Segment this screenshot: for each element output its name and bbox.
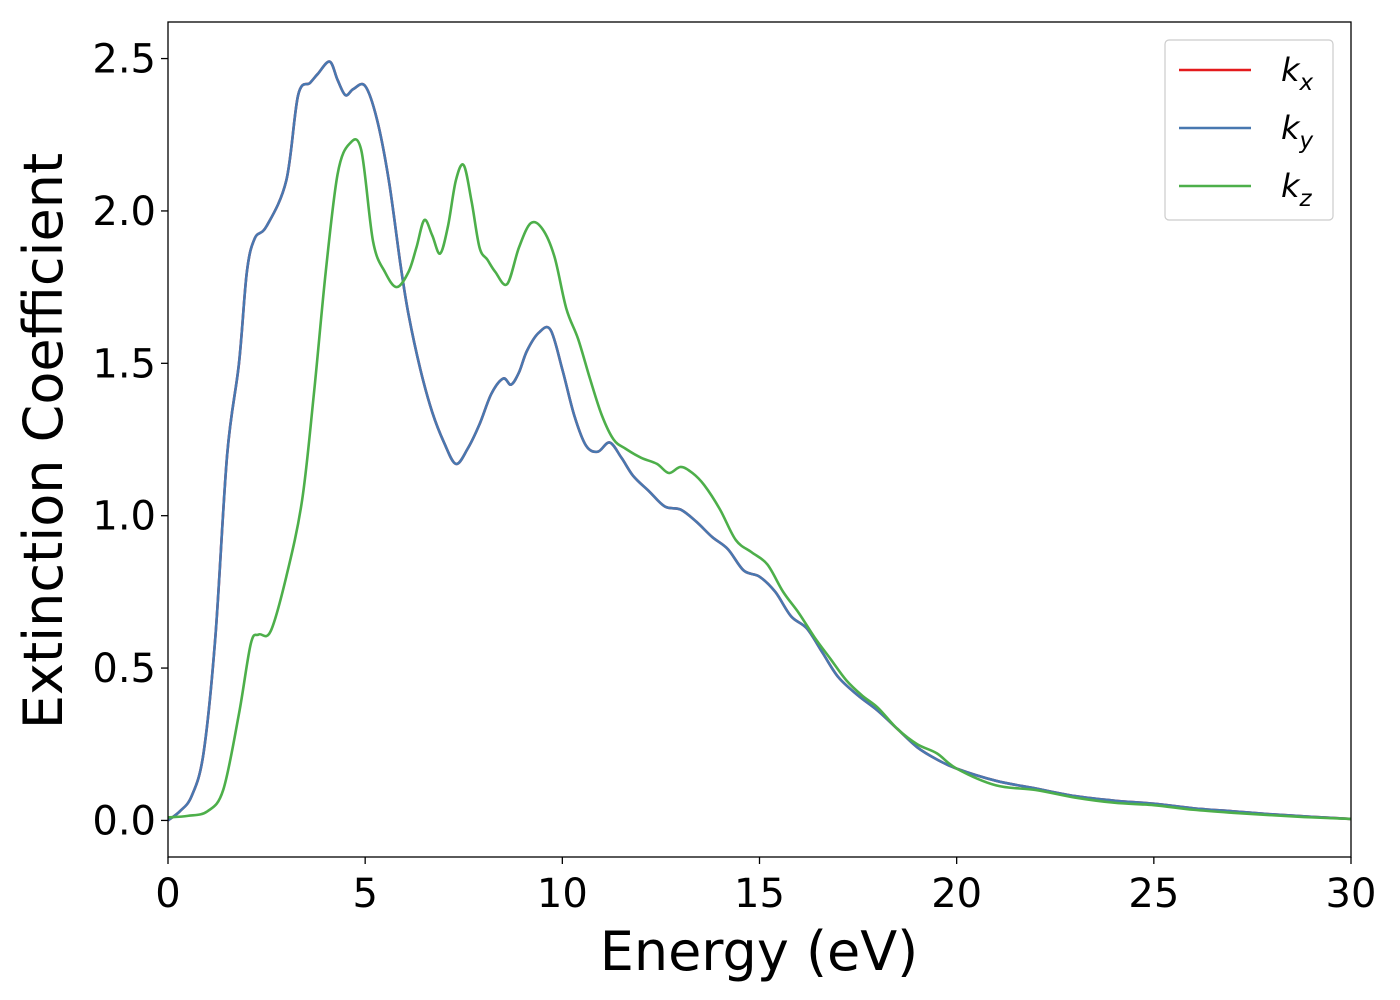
x-tick-label: 15 (734, 871, 785, 917)
legend-label-x: kx (1281, 51, 1314, 96)
x-tick-label: 10 (537, 871, 588, 917)
x-tick-label: 20 (931, 871, 982, 917)
y-tick-label: 1.0 (92, 494, 156, 540)
series-line-y (168, 60, 1351, 822)
x-tick-label: 25 (1128, 871, 1179, 917)
x-tick-label: 30 (1326, 871, 1377, 917)
y-tick-label: 0.0 (92, 798, 156, 844)
legend: kx ky kz (1164, 39, 1334, 221)
y-axis-label: Extinction Coefficient (12, 153, 75, 729)
series-line-z (168, 138, 1351, 821)
legend-label-z: kz (1281, 167, 1313, 212)
y-tick-label: 0.5 (92, 646, 156, 692)
y-tick-label: 2.5 (92, 37, 156, 83)
legend-box (1164, 39, 1334, 221)
y-tick-label: 2.0 (92, 189, 156, 235)
plot-area (168, 60, 1351, 822)
x-tick-label: 0 (155, 871, 180, 917)
y-tick-label: 1.5 (92, 341, 156, 387)
x-tick-label: 5 (352, 871, 377, 917)
x-axis-label: Energy (eV) (600, 920, 919, 983)
legend-label-y: ky (1281, 109, 1314, 154)
axes: 0 5 10 15 20 25 30 0.0 0.5 1.0 1.5 2.0 2.5 (92, 21, 1377, 917)
